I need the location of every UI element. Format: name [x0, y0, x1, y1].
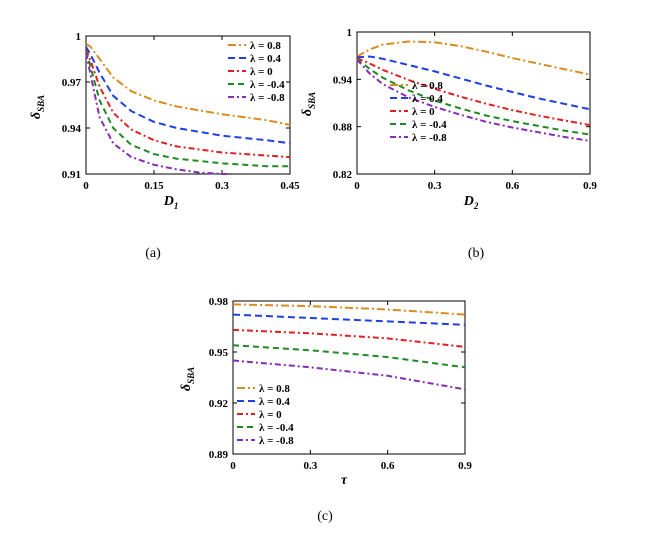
series-line: [232, 313, 466, 326]
y-axis-label: δSBA: [300, 92, 317, 116]
x-tick-label: 0.3: [428, 180, 442, 192]
x-tick-label: 0.6: [381, 460, 395, 472]
y-tick-label: 0.97: [62, 77, 82, 89]
series-line: [356, 58, 591, 136]
y-tick-label: 0.95: [209, 347, 229, 359]
legend-label: λ = -0.4: [250, 79, 285, 91]
y-axis-subscript: SBA: [186, 367, 196, 384]
chart-panel-c: 0 0.3 0.6 0.9 0.89 0.92 0.95 0.98 λ = 0.8λ = 0.4…: [179, 296, 472, 524]
y-axis-label: δSBA: [29, 95, 46, 119]
y-tick-label: 0.88: [333, 122, 353, 134]
x-tick-label: 0.6: [505, 180, 519, 192]
x-axis-symbol: D: [463, 194, 474, 209]
series-line: [85, 42, 291, 126]
y-axis-symbol: δ: [29, 112, 44, 119]
legend-label: λ = -0.8: [412, 132, 447, 144]
y-tick-label: 1: [347, 27, 353, 39]
series-line: [232, 344, 466, 369]
series-line: [85, 51, 290, 168]
legend-label: λ = 0.4: [259, 396, 290, 408]
series-line: [232, 303, 466, 316]
legend-label: λ = 0.4: [412, 93, 443, 105]
y-tick-label: 0.94: [62, 123, 82, 135]
series-line: [232, 328, 466, 348]
x-axis-symbol: τ: [341, 473, 348, 488]
legend-label: λ = 0.4: [250, 53, 281, 65]
y-tick-label: 0.89: [209, 449, 229, 461]
legend: λ = 0.8λ = 0.4λ = 0λ = -0.4λ = -0.8: [237, 383, 294, 447]
legend-label: λ = -0.8: [250, 92, 285, 104]
legend-label: λ = 0: [412, 106, 435, 118]
panel-caption: (c): [317, 509, 333, 524]
legend-label: λ = 0: [250, 66, 273, 78]
legend-label: λ = 0: [259, 409, 282, 421]
legend-label: λ = 0.8: [259, 383, 290, 395]
series-line: [232, 359, 466, 391]
y-tick-label: 0.94: [333, 74, 353, 86]
y-tick-label: 0.91: [62, 169, 81, 181]
x-axis-label: τ: [341, 473, 348, 488]
y-axis-subscript: SBA: [307, 92, 317, 109]
y-tick-label: 0.82: [333, 169, 353, 181]
plot-area: [356, 31, 591, 175]
series-line: [85, 46, 291, 145]
panel-caption: (b): [468, 246, 485, 261]
x-tick-label: 0.45: [280, 180, 300, 192]
x-axis-label: D1: [163, 194, 179, 211]
x-axis-subscript: 2: [473, 201, 479, 211]
x-axis-symbol: D: [163, 194, 174, 209]
y-tick-label: 1: [76, 31, 82, 43]
series-line: [356, 40, 591, 76]
legend: λ = 0.8λ = 0.4λ = 0λ = -0.4λ = -0.8: [228, 40, 285, 104]
panel-caption: (a): [145, 246, 161, 261]
x-tick-label: 0.15: [144, 180, 164, 192]
y-axis-subscript: SBA: [36, 95, 46, 112]
legend-label: λ = 0.8: [250, 40, 281, 52]
y-axis-label: δSBA: [179, 367, 196, 391]
x-tick-label: 0.3: [215, 180, 229, 192]
plot-area: [232, 300, 466, 455]
series-line: [356, 57, 591, 127]
y-tick-label: 0.98: [209, 296, 229, 308]
x-tick-label: 0: [230, 460, 236, 472]
x-tick-label: 0.9: [583, 180, 597, 192]
x-tick-label: 0: [83, 180, 89, 192]
series-line: [356, 58, 591, 142]
legend-label: λ = -0.4: [412, 119, 447, 131]
y-axis-symbol: δ: [179, 384, 194, 391]
plot-area: [85, 35, 291, 175]
legend-label: λ = -0.4: [259, 422, 294, 434]
series-line: [85, 49, 291, 159]
legend-label: λ = 0.8: [412, 80, 443, 92]
y-tick-label: 0.92: [209, 398, 229, 410]
x-tick-label: 0.3: [303, 460, 317, 472]
x-axis-label: D2: [463, 194, 479, 211]
x-axis-subscript: 1: [174, 201, 179, 211]
x-tick-label: 0: [354, 180, 360, 192]
x-tick-label: 0.9: [458, 460, 472, 472]
legend: λ = 0.8λ = 0.4λ = 0λ = -0.4λ = -0.8: [390, 80, 447, 144]
y-axis-symbol: δ: [300, 109, 315, 116]
legend-label: λ = -0.8: [259, 435, 294, 447]
series-line: [85, 52, 232, 175]
